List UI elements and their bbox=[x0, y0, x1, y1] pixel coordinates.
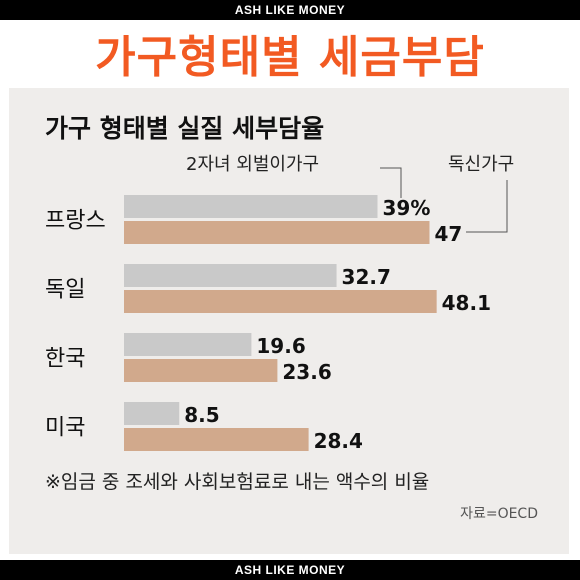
top-banner: ASH LIKE MONEY bbox=[0, 0, 580, 20]
legend-connector-series2 bbox=[466, 180, 508, 233]
value-label: 19.6 bbox=[256, 334, 305, 358]
category-label: 미국 bbox=[45, 416, 85, 441]
bars-layer: 프랑스 39%47 독일 32.7 48.1 한국 19.623.6 미국 8.5 28.4 bbox=[45, 195, 491, 453]
value-label: 28.4 bbox=[314, 429, 363, 453]
source-label: 자료=OECD bbox=[460, 506, 538, 522]
value-label: 23.6 bbox=[282, 360, 331, 384]
chart-panel bbox=[9, 88, 569, 554]
legend-connector-series1 bbox=[380, 167, 402, 198]
value-label: 39% bbox=[383, 196, 431, 220]
category-label: 독일 bbox=[45, 278, 85, 303]
bar-series2 bbox=[124, 428, 309, 451]
bar-series1 bbox=[124, 264, 337, 287]
legend-label-series1: 2자녀 외벌이가구 bbox=[186, 154, 319, 175]
legend-label-series2: 독신가구 bbox=[448, 154, 514, 175]
value-label: 8.5 bbox=[184, 403, 219, 427]
bar-series2 bbox=[124, 221, 430, 244]
value-label: 47 bbox=[435, 222, 463, 246]
value-label: 48.1 bbox=[442, 291, 491, 315]
footnote: ※임금 중 조세와 사회보험료로 내는 액수의 비율 bbox=[45, 471, 429, 493]
bar-series2 bbox=[124, 290, 437, 313]
bar-series2 bbox=[124, 359, 278, 382]
bar-series1 bbox=[124, 333, 252, 356]
category-label: 한국 bbox=[45, 347, 85, 372]
headline: 가구형태별 세금부담 bbox=[95, 32, 485, 83]
category-label: 프랑스 bbox=[45, 209, 106, 234]
bar-series1 bbox=[124, 195, 378, 218]
value-label: 32.7 bbox=[342, 265, 391, 289]
bar-series1 bbox=[124, 402, 180, 425]
bottom-banner: ASH LIKE MONEY bbox=[0, 560, 580, 580]
chart-title: 가구 형태별 실질 세부담율 bbox=[45, 114, 324, 143]
